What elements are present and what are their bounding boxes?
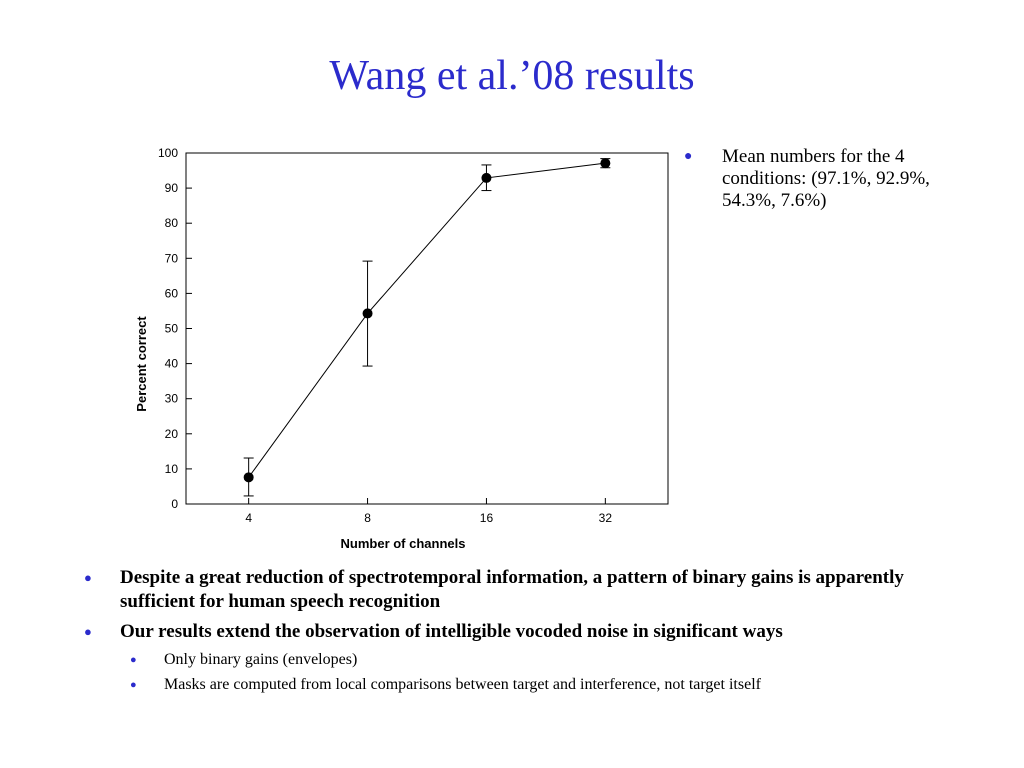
- data-point: [243, 472, 254, 483]
- data-point: [362, 308, 373, 319]
- side-note: ● Mean numbers for the 4 conditions: (97…: [684, 146, 944, 212]
- bullet-item: ● Our results extend the observation of …: [84, 620, 964, 644]
- sub-bullet-text: Masks are computed from local comparison…: [164, 676, 761, 693]
- series-line: [248, 162, 606, 478]
- bullet-text: Despite a great reduction of spectrotemp…: [120, 567, 904, 612]
- sub-bullet-item: ● Only binary gains (envelopes): [84, 650, 964, 670]
- y-tick-label: 20: [165, 427, 179, 441]
- x-axis-label: Number of channels: [341, 536, 466, 551]
- bullet-text: Our results extend the observation of in…: [120, 621, 783, 642]
- bullet-dot: ●: [84, 570, 92, 585]
- side-note-text: Mean numbers for the 4 conditions: (97.1…: [722, 146, 930, 211]
- y-tick-label: 80: [165, 216, 179, 230]
- plot-frame: [185, 152, 669, 505]
- y-tick-label: 100: [158, 146, 178, 160]
- bullet-list: ● Despite a great reduction of spectrote…: [84, 566, 964, 700]
- x-tick-label: 4: [245, 511, 252, 525]
- y-tick-label: 60: [165, 286, 179, 300]
- y-tick-label: 0: [171, 497, 178, 511]
- data-point: [481, 172, 492, 183]
- bullet-dot: ●: [130, 654, 137, 666]
- percent-correct-chart: 0 10 20 30 40 50 60 70 80 90 100 4 8 16 32 Number of c…: [134, 146, 669, 551]
- data-point: [600, 158, 611, 169]
- x-tick-label: 32: [599, 511, 613, 525]
- sub-bullet-text: Only binary gains (envelopes): [164, 651, 358, 668]
- y-axis-label: Percent correct: [134, 316, 149, 412]
- bullet-item: ● Despite a great reduction of spectrote…: [84, 566, 964, 614]
- y-tick-label: 90: [165, 181, 179, 195]
- y-tick-label: 40: [165, 357, 179, 371]
- x-tick-label: 8: [364, 511, 371, 525]
- slide-title: Wang et al.’08 results: [329, 53, 695, 99]
- y-tick-label: 30: [165, 392, 179, 406]
- sub-bullet-item: ● Masks are computed from local comparis…: [84, 675, 964, 695]
- bullet-dot: ●: [130, 679, 137, 691]
- y-tick-label: 10: [165, 462, 179, 476]
- bullet-dot: ●: [84, 624, 92, 639]
- bullet-dot: ●: [684, 149, 693, 164]
- x-tick-label: 16: [480, 511, 494, 525]
- y-tick-label: 50: [165, 322, 179, 336]
- y-tick-label: 70: [165, 251, 179, 265]
